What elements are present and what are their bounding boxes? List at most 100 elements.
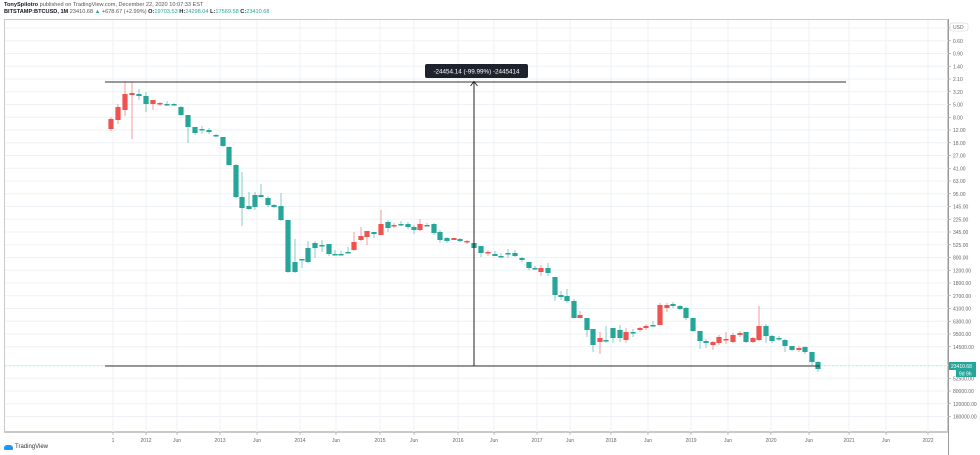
candle <box>312 243 318 248</box>
x-tick-label: 2022 <box>922 438 933 444</box>
y-tick-label: 4100.00 <box>953 307 971 313</box>
candle <box>532 268 538 270</box>
candle <box>233 165 239 197</box>
y-tick-label: 525.00 <box>953 243 969 249</box>
candle <box>431 224 437 233</box>
author[interactable]: TonySpilotro <box>4 2 39 8</box>
candle <box>683 308 689 318</box>
candle <box>716 337 722 343</box>
candle <box>763 326 769 336</box>
price-axis[interactable] <box>948 19 977 455</box>
y-tick-label: 9500.00 <box>953 332 971 338</box>
y-tick-label: 14500.00 <box>953 345 974 351</box>
candle <box>206 130 212 132</box>
y-tick-label: 800.00 <box>953 256 969 262</box>
candle <box>769 336 775 341</box>
candle <box>305 248 311 262</box>
candle <box>411 227 417 230</box>
x-tick-label: 2013 <box>214 438 225 444</box>
candle <box>171 104 177 106</box>
chart-pane[interactable] <box>4 19 948 432</box>
candle <box>332 254 338 256</box>
candle <box>564 296 570 301</box>
candle <box>417 224 423 230</box>
candle <box>108 119 114 129</box>
x-tick-label: 2017 <box>531 438 542 444</box>
candle <box>538 268 544 272</box>
candle <box>558 295 564 297</box>
candle <box>617 330 623 338</box>
candle <box>597 338 603 342</box>
countdown-tag <box>956 370 976 377</box>
x-tick-label: 2014 <box>294 438 305 444</box>
x-tick-label: Jun <box>882 438 890 444</box>
candle <box>371 232 377 234</box>
candle <box>750 338 756 342</box>
y-tick-label: 0.60 <box>953 39 963 45</box>
y-tick-label: 18.00 <box>953 141 966 147</box>
candle <box>478 246 484 253</box>
candle <box>457 239 463 241</box>
candle <box>512 253 518 256</box>
candle <box>265 198 271 205</box>
y-tick-label: 63.00 <box>953 179 966 185</box>
candle <box>723 339 729 341</box>
currency-label: USD <box>953 25 964 31</box>
ohlc-open: 19703.53 <box>154 9 178 15</box>
candle <box>199 129 205 131</box>
candle <box>782 340 788 346</box>
y-tick-label: 3.20 <box>953 90 963 96</box>
candle <box>338 254 344 256</box>
candle <box>498 256 504 258</box>
y-tick-label: 1.40 <box>953 64 963 70</box>
x-tick-label: Jun <box>724 438 732 444</box>
x-tick-label: 2021 <box>843 438 854 444</box>
symbol-legend: BITSTAMP:BTCUSD, 1M 23410.68 ▲ +678.67 (… <box>4 9 270 15</box>
x-tick-label: 2016 <box>452 438 463 444</box>
time-axis[interactable] <box>4 432 948 447</box>
y-tick-label: 41.00 <box>953 166 966 172</box>
y-tick-label: 180000.00 <box>953 415 977 421</box>
y-tick-label: 2.10 <box>953 77 963 83</box>
candle <box>405 224 411 227</box>
candle <box>519 258 525 260</box>
candle <box>464 241 470 243</box>
candle <box>164 104 170 106</box>
x-tick-label: Jun <box>332 438 340 444</box>
y-tick-label: 2700.00 <box>953 294 971 300</box>
candle <box>789 346 795 350</box>
candle <box>185 115 191 127</box>
y-tick-label: 1200.00 <box>953 268 971 274</box>
candle <box>743 332 749 342</box>
candle <box>657 305 663 325</box>
x-tick-label: Jun <box>173 438 181 444</box>
candle <box>258 195 264 197</box>
candle <box>345 252 351 254</box>
candle <box>577 315 583 318</box>
candle <box>378 224 384 235</box>
candle <box>776 338 782 340</box>
candle <box>391 225 397 227</box>
candle <box>157 103 163 105</box>
publish-info: TonySpilotro published on TradingView.co… <box>4 2 203 9</box>
candle <box>756 326 762 340</box>
up-arrow-icon: ▲ <box>94 9 101 15</box>
candle <box>526 262 532 268</box>
ohlc-close: 23410.68 <box>246 9 270 15</box>
candle <box>623 332 629 340</box>
candle <box>643 326 649 328</box>
candle <box>437 232 443 240</box>
candle <box>571 301 577 318</box>
measure-label: -24454.14 (-99.99%) -2445414 <box>433 69 520 76</box>
y-tick-label: 1800.00 <box>953 281 971 287</box>
candle <box>670 304 676 306</box>
candle <box>292 262 298 272</box>
x-tick-label: 2018 <box>605 438 616 444</box>
candle <box>178 107 184 115</box>
candle <box>226 147 232 165</box>
candle <box>730 335 736 342</box>
symbol-name[interactable]: BITSTAMP:BTCUSD, 1M <box>4 9 69 15</box>
price-change: +678.67 (+2.99%) <box>101 9 147 15</box>
candle <box>444 238 450 241</box>
candle <box>385 222 391 228</box>
